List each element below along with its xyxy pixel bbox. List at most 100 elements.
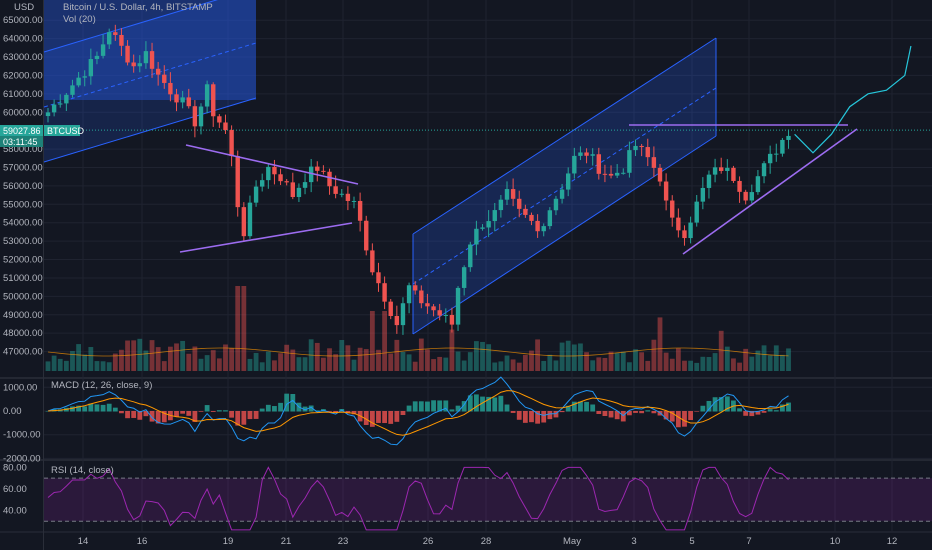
volume-bars	[45, 286, 791, 371]
axes: 65000.00 64000.00 63000.00 62000.00 61000.00…	[3, 15, 897, 547]
volume-bar	[186, 353, 192, 371]
candle-body	[192, 106, 198, 127]
volume-bar	[645, 360, 651, 371]
candle-body	[260, 180, 265, 187]
macd-histogram-bar	[602, 411, 608, 417]
macd-histogram-bar	[125, 411, 130, 419]
trendline	[682, 128, 858, 255]
macd-histogram-bar	[516, 411, 522, 420]
candle-body	[143, 51, 149, 64]
candle-body	[413, 285, 418, 291]
candle-body	[321, 170, 326, 172]
macd-histogram-bar	[627, 411, 632, 416]
volume-bar	[694, 362, 700, 371]
candle-body	[131, 62, 136, 67]
volume-bar	[492, 362, 498, 371]
time-tick-label: 21	[281, 536, 292, 547]
candle-body	[64, 94, 69, 104]
volume-bar	[535, 339, 540, 371]
candle-body	[149, 51, 155, 69]
candle-body	[419, 290, 424, 304]
candle-body	[119, 34, 124, 46]
macd-histogram-bar	[529, 411, 534, 423]
volume-bar	[296, 357, 302, 371]
candle-body	[70, 85, 75, 95]
macd-histogram-bar	[584, 401, 589, 412]
candle-body	[204, 84, 210, 107]
volume-bar	[425, 349, 430, 371]
candle-body	[431, 306, 436, 311]
volume-bar	[578, 343, 583, 371]
volume-bar	[510, 359, 516, 371]
candle-body	[364, 220, 369, 251]
candle-body	[688, 222, 693, 239]
macd-histogram-bar	[259, 408, 265, 412]
candle-body	[614, 172, 620, 176]
volume-bar	[321, 357, 326, 371]
volume-bar	[149, 340, 155, 371]
candle-body	[315, 166, 320, 171]
macd-histogram-bar	[418, 401, 424, 412]
macd-histogram-bar	[351, 411, 357, 415]
volume-bar	[143, 350, 149, 371]
macd-histogram-bar	[45, 411, 51, 412]
volume-bar	[541, 360, 547, 371]
time-tick-label: 10	[830, 536, 841, 547]
macd-histogram-bar	[553, 411, 559, 418]
candle-body	[76, 77, 81, 86]
volume-bar	[339, 339, 345, 371]
volume-bar	[241, 286, 247, 371]
macd-histogram-bar	[700, 405, 706, 412]
volume-bar	[284, 344, 290, 371]
macd-tick-label: -2000.00	[3, 453, 41, 464]
macd-histogram-bar	[155, 411, 161, 424]
volume-bar	[596, 357, 602, 371]
volume-bar	[780, 354, 785, 371]
time-tick-label: 23	[338, 536, 349, 547]
candle-body	[486, 221, 491, 228]
macd-histogram-bar	[498, 395, 504, 412]
macd-signal-line	[47, 390, 789, 436]
volume-bar	[45, 361, 51, 371]
macd-histogram-bar	[174, 411, 179, 417]
volume-bar	[761, 345, 767, 371]
volume-bar	[737, 362, 742, 371]
candle-body	[290, 182, 295, 198]
symbol-tag: BTCUSD	[47, 126, 85, 136]
candle-body	[480, 227, 485, 229]
volume-bar	[602, 357, 608, 371]
macd-histogram-bar	[388, 411, 394, 424]
candle-body	[174, 94, 179, 103]
macd-histogram-bar	[143, 411, 149, 417]
candle-body	[468, 244, 473, 268]
candle-body	[663, 181, 669, 201]
macd-histogram-bar	[376, 411, 381, 423]
volume-bar	[498, 361, 504, 371]
time-tick-label: 28	[481, 536, 492, 547]
price-tick-label: 55000.00	[3, 199, 43, 210]
time-tick-label: 19	[223, 536, 234, 547]
time-tick-label: 5	[689, 536, 694, 547]
volume-bar	[400, 351, 406, 371]
volume-bar	[63, 360, 69, 371]
candle-body	[247, 202, 253, 237]
candle-body	[523, 208, 528, 215]
price-tick-label: 52000.00	[3, 255, 43, 266]
macd-histogram-bar	[645, 410, 651, 412]
time-tick-label: 26	[423, 536, 434, 547]
macd-histogram-bar	[186, 411, 192, 416]
macd-histogram-bar	[669, 411, 675, 422]
candle-body	[596, 154, 601, 174]
candle-body	[566, 173, 571, 190]
volume-bar	[100, 361, 106, 371]
candles[interactable]	[45, 24, 791, 335]
candle-body	[302, 182, 308, 188]
channel-fill	[413, 38, 716, 334]
macd-line	[47, 376, 789, 446]
volume-bar	[357, 347, 363, 371]
macd-histogram-bar	[522, 411, 528, 423]
volume-bar	[675, 348, 681, 371]
volume-bar	[259, 362, 265, 371]
macd-histogram-bar	[461, 401, 467, 412]
